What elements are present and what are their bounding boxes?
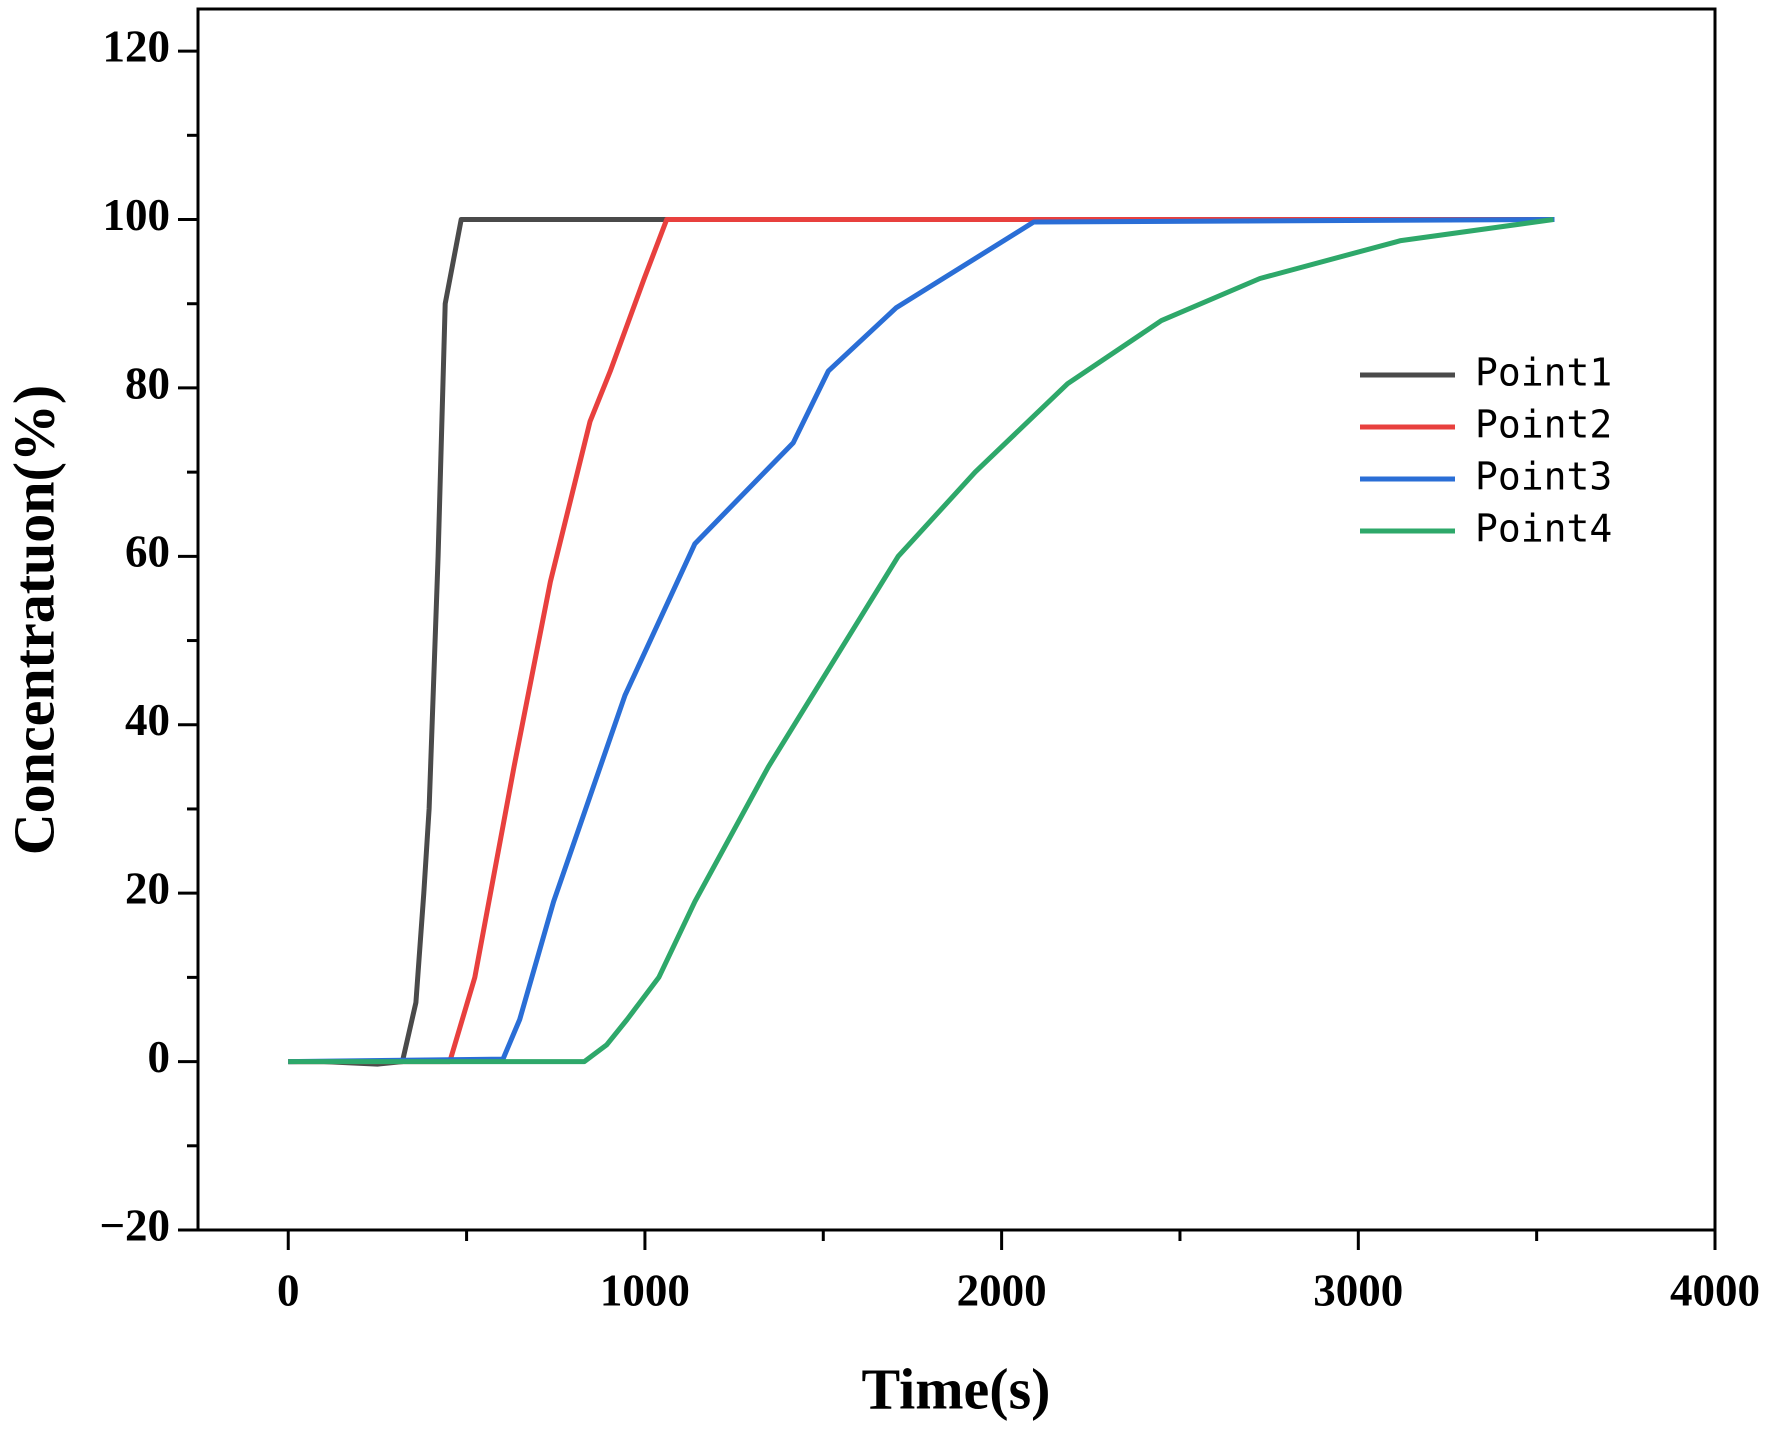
x-tick-label: 2000 xyxy=(957,1265,1047,1315)
series-line xyxy=(288,217,1555,1065)
legend-label: Point1 xyxy=(1475,351,1612,395)
y-tick-label: 80 xyxy=(125,358,170,408)
series-line xyxy=(288,217,1554,1065)
y-tick-label: 120 xyxy=(103,21,171,71)
y-tick-label: 40 xyxy=(125,695,170,745)
x-axis-label: Time(s) xyxy=(861,1356,1050,1421)
y-tick-label: 100 xyxy=(103,190,171,240)
legend-label: Point4 xyxy=(1475,507,1612,551)
legend-label: Point3 xyxy=(1475,455,1612,499)
series-line xyxy=(288,217,1555,1067)
y-axis-label: Concentratuon(%) xyxy=(1,385,66,855)
legend-label: Point2 xyxy=(1475,403,1612,447)
x-tick-label: 1000 xyxy=(600,1265,690,1315)
y-tick-label: −20 xyxy=(99,1200,170,1250)
y-tick-label: 0 xyxy=(148,1032,171,1082)
series-line xyxy=(288,217,1555,1065)
y-tick-label: 20 xyxy=(125,864,170,914)
plot-frame xyxy=(196,7,1717,1232)
x-tick-label: 4000 xyxy=(1670,1265,1760,1315)
x-tick-label: 0 xyxy=(277,1265,300,1315)
x-tick-label: 3000 xyxy=(1313,1265,1403,1315)
y-tick-label: 60 xyxy=(125,527,170,577)
